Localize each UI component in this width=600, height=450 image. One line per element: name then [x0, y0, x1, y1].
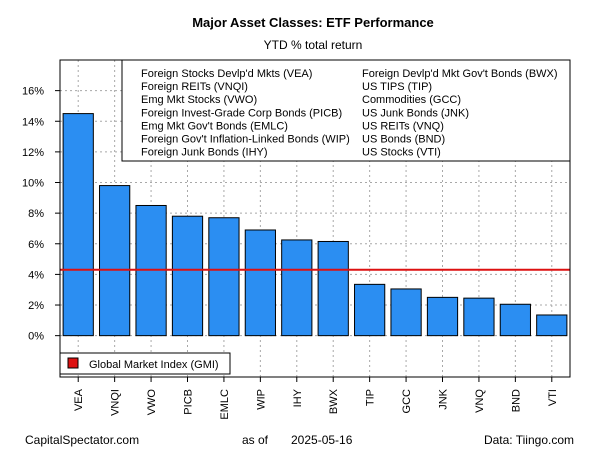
legend: Foreign Stocks Devlp'd Mkts (VEA)Foreign…: [121, 59, 571, 162]
bar-vti: [536, 314, 568, 337]
bar-tip: [354, 283, 386, 337]
x-tick-label-bnd: BND: [510, 389, 522, 412]
legend-entry: US Stocks (VTI): [362, 147, 441, 159]
y-tick-label: 0%: [28, 331, 44, 343]
plot-frame: [59, 59, 571, 378]
y-tick-label: 10%: [22, 178, 44, 190]
y-tick-label: 2%: [28, 300, 44, 312]
legend-entry: Foreign Devlp'd Mkt Gov't Bonds (BWX): [362, 68, 558, 80]
x-tick-label-wip: WIP: [255, 389, 267, 410]
x-tick-label-jnk: JNK: [438, 388, 450, 409]
bar-bnd: [499, 303, 531, 337]
bar-bwx: [317, 240, 349, 337]
legend-entry: Foreign REITs (VNQI): [141, 81, 248, 93]
y-tick-label: 4%: [28, 269, 44, 281]
chart-subtitle: YTD % total return: [264, 38, 363, 52]
gmi-legend-swatch: [67, 357, 79, 369]
chart-title: Major Asset Classes: ETF Performance: [192, 15, 434, 30]
legend-entry: Emg Mkt Stocks (VWO): [141, 94, 257, 106]
bar-jnk: [426, 296, 459, 337]
legend-entry: Commodities (GCC): [362, 94, 461, 106]
y-axis-ticks: 0% 2% 4% 6% 8% 10% 12% 14% 16%: [22, 86, 60, 343]
gmi-legend-label: Global Market Index (GMI): [89, 359, 219, 371]
bar-vea: [62, 113, 94, 337]
legend-entry: Foreign Invest-Grade Corp Bonds (PICB): [141, 107, 342, 119]
x-tick-label-vea: VEA: [73, 388, 85, 411]
legend-entry: Foreign Junk Bonds (IHY): [141, 147, 268, 159]
legend-entry: US Bonds (BND): [362, 134, 445, 146]
bar-vnq: [463, 297, 495, 337]
bar-vnqi: [99, 185, 131, 337]
bar-emlc: [208, 217, 240, 337]
bars: [62, 113, 568, 337]
footer-source-site: CapitalSpectator.com: [25, 433, 139, 447]
x-tick-label-vti: VTI: [547, 389, 559, 406]
x-tick-label-ihy: IHY: [292, 388, 304, 407]
x-tick-label-tip: TIP: [365, 389, 377, 406]
x-tick-label-emlc: EMLC: [219, 389, 231, 420]
footer-data-credit: Data: Tiingo.com: [484, 433, 574, 447]
x-tick-label-vnq: VNQ: [474, 389, 486, 413]
y-tick-label: 16%: [22, 86, 44, 98]
y-tick-label: 6%: [28, 239, 44, 251]
y-tick-label: 14%: [22, 116, 44, 128]
bar-picb: [171, 215, 204, 337]
x-tick-label-vnqi: VNQI: [110, 389, 122, 416]
x-tick-label-bwx: BWX: [328, 388, 340, 414]
bar-ihy: [281, 239, 313, 337]
x-tick-label-picb: PICB: [183, 389, 195, 415]
footer-date: 2025-05-16: [291, 433, 353, 447]
gmi-legend: Global Market Index (GMI): [59, 352, 231, 375]
y-tick-label: 12%: [22, 147, 44, 159]
legend-entry: US TIPS (TIP): [362, 81, 432, 93]
x-axis-ticks: VEA VNQI VWO PICB EMLC WIP IHY BWX TIP GCC JNK VNQ B…: [73, 377, 559, 420]
legend-box: [121, 59, 571, 162]
bar-gcc: [390, 288, 422, 337]
bar-wip: [244, 229, 276, 337]
x-tick-label-vwo: VWO: [146, 389, 158, 416]
x-tick-label-gcc: GCC: [401, 389, 413, 414]
footer-as-of-label: as of: [242, 433, 269, 447]
legend-entry: Foreign Gov't Inflation-Linked Bonds (WI…: [141, 134, 350, 146]
y-tick-label: 8%: [28, 208, 44, 220]
legend-entry: Foreign Stocks Devlp'd Mkts (VEA): [141, 68, 312, 80]
legend-entry: Emg Mkt Gov't Bonds (EMLC): [141, 120, 288, 132]
legend-entry: US Junk Bonds (JNK): [362, 107, 469, 119]
legend-entry: US REITs (VNQ): [362, 120, 444, 132]
